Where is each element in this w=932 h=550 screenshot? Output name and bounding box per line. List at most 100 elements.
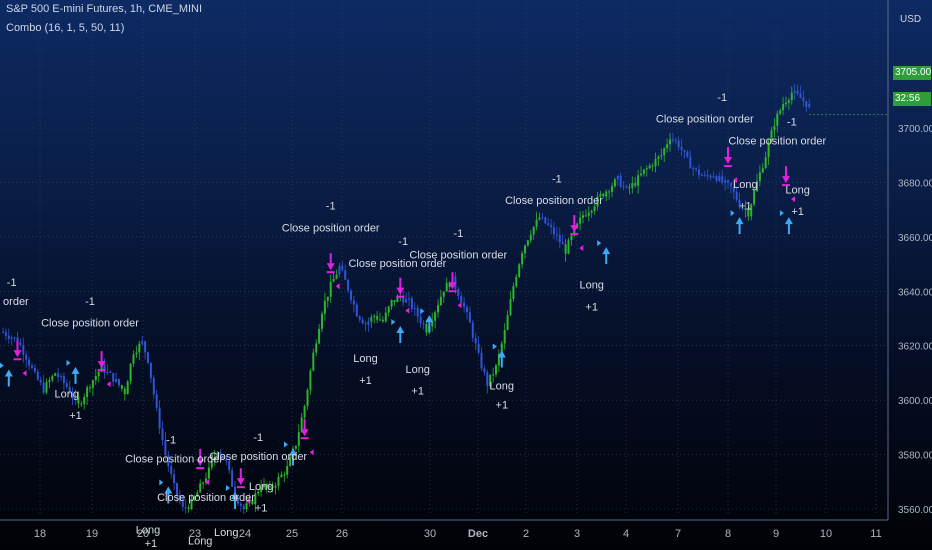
candle	[338, 262, 341, 278]
candle	[613, 177, 616, 188]
x-tick-label: 8	[725, 528, 731, 540]
candle	[51, 374, 54, 383]
x-tick-label: 25	[286, 528, 298, 540]
candle	[790, 86, 793, 105]
candle	[225, 455, 228, 466]
candle	[210, 459, 213, 471]
candle	[671, 132, 674, 144]
candle	[637, 170, 640, 194]
x-tick-label: 26	[336, 528, 348, 540]
candle	[187, 504, 190, 513]
candle	[202, 481, 205, 489]
candle	[129, 363, 132, 385]
candle	[799, 85, 802, 99]
candle	[115, 372, 118, 383]
candle	[274, 482, 277, 495]
candle	[602, 192, 605, 198]
candle	[379, 312, 381, 321]
candle	[587, 205, 590, 222]
x-tick-label: 10	[820, 528, 832, 540]
candle	[193, 495, 196, 502]
signal-label: Long	[188, 535, 212, 547]
signal-label: Long	[214, 527, 238, 539]
candle	[680, 139, 683, 157]
candle	[141, 336, 144, 346]
candle	[376, 311, 379, 324]
candle	[712, 171, 715, 179]
candle	[599, 191, 602, 199]
candle	[367, 317, 370, 332]
candle	[648, 163, 651, 170]
candle	[190, 494, 193, 511]
candle	[89, 384, 91, 393]
candle	[332, 271, 335, 282]
candle	[370, 314, 373, 328]
currency-label[interactable]: USD	[900, 14, 922, 25]
candle	[408, 291, 410, 307]
x-tick-label: 18	[34, 528, 46, 540]
candle	[315, 339, 318, 357]
candle	[94, 368, 97, 386]
candle	[321, 311, 323, 333]
candle	[7, 328, 10, 344]
candle	[54, 372, 57, 377]
close-position-arrow	[782, 166, 795, 203]
candle	[776, 110, 779, 133]
long-entry-arrow	[779, 210, 793, 235]
candle	[352, 296, 355, 313]
candle	[631, 176, 634, 194]
candle	[286, 458, 289, 479]
candle	[729, 182, 732, 194]
x-tick-label: 20	[137, 528, 149, 540]
candle	[703, 170, 706, 178]
candle	[132, 350, 135, 368]
candle	[802, 90, 805, 107]
candle	[323, 292, 326, 321]
candle	[463, 297, 466, 313]
candle	[619, 172, 622, 188]
chart-title: S&P 500 E-mini Futures, 1h, CME_MINI	[6, 3, 203, 15]
candle	[524, 244, 526, 259]
candle	[268, 481, 271, 491]
y-tick-label: 3660.00	[898, 233, 932, 244]
candle	[793, 83, 796, 101]
candle	[239, 501, 242, 512]
signal-label: Close position order	[505, 195, 603, 207]
candle	[13, 336, 16, 342]
indicator-legend[interactable]: Combo (16, 1, 5, 50, 11)	[6, 22, 125, 34]
candle	[584, 209, 587, 217]
candle	[608, 189, 611, 200]
candle	[416, 304, 419, 323]
candle	[689, 150, 692, 169]
signal-label: Long	[733, 179, 757, 191]
candle	[611, 183, 613, 198]
x-tick-label: 23	[189, 528, 201, 540]
candle	[373, 314, 376, 324]
candle	[422, 320, 425, 330]
candle	[213, 449, 216, 466]
candle	[700, 172, 703, 177]
candle	[216, 451, 219, 462]
close-position-arrow	[13, 340, 27, 377]
candle	[808, 98, 811, 109]
candle	[582, 210, 584, 224]
signal-label: -1	[326, 201, 336, 213]
candle	[683, 149, 686, 159]
signal-label: -1	[552, 173, 562, 185]
candle	[60, 373, 62, 381]
candle	[666, 138, 669, 153]
candle	[727, 179, 729, 189]
candle	[36, 368, 39, 382]
candle	[715, 174, 718, 184]
candle	[605, 189, 608, 202]
candle	[541, 212, 544, 220]
candle	[80, 400, 83, 407]
candle	[384, 306, 387, 323]
x-tick-label: 24	[239, 528, 251, 540]
candle	[205, 472, 207, 486]
signal-label: +1	[255, 503, 268, 515]
signal-label: +1	[411, 386, 424, 398]
